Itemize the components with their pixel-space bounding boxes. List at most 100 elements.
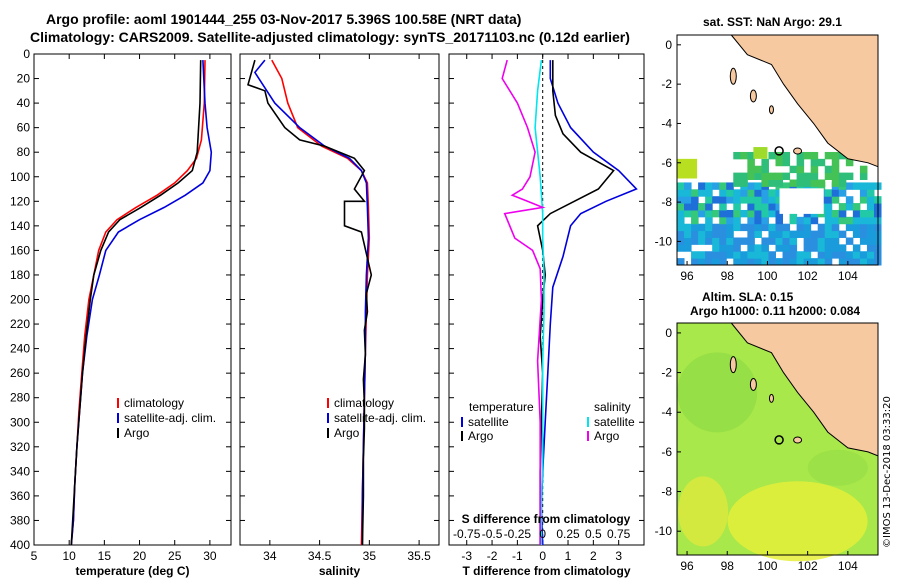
- sst-cell: [789, 230, 798, 238]
- series-line-temperature-satellite: [540, 60, 638, 546]
- sst-cell: [838, 209, 847, 218]
- sst-cell: [761, 209, 769, 218]
- sst-cell: [761, 237, 769, 245]
- sla-map-title-line2: Argo h1000: 0.11 h2000: 0.084: [690, 304, 861, 318]
- sst-cell: [810, 216, 819, 225]
- sst-cell: [754, 244, 762, 252]
- sst-cell: [782, 251, 791, 259]
- x-tick-label: 35.5: [407, 549, 431, 563]
- panel-frame-2: [239, 53, 440, 546]
- sst-cell: [726, 230, 734, 238]
- sst-cell: [747, 209, 755, 218]
- sst-cell: [789, 216, 798, 225]
- sst-cell: [684, 209, 692, 218]
- sst-cell: [859, 251, 868, 259]
- sst-cell: [838, 258, 847, 266]
- sst-cell: [712, 251, 720, 259]
- sst-cell: [691, 209, 699, 218]
- sst-cell: [719, 216, 727, 225]
- sst-cell: [810, 237, 819, 245]
- legend-label: Argo: [594, 429, 620, 443]
- sst-cell: [691, 196, 699, 204]
- sst-cell: [691, 189, 699, 197]
- sst-cell: [726, 237, 734, 245]
- legend-label: climatology: [334, 396, 394, 410]
- sst-cell: [845, 172, 854, 180]
- sst-cell: [866, 230, 875, 238]
- sst-cell: [859, 172, 868, 180]
- sst-cell: [831, 172, 840, 180]
- sst-cell: [768, 172, 776, 180]
- sst-cell: [845, 237, 854, 245]
- sst-cell: [698, 189, 706, 197]
- sst-cell: [866, 216, 875, 225]
- sst-cell: [705, 258, 713, 266]
- y-tick-label: 200: [10, 293, 30, 307]
- sst-cell: [719, 258, 727, 266]
- map-y-tick-label: -4: [661, 405, 672, 419]
- sst-cell: [796, 172, 805, 180]
- sst-cell: [740, 237, 748, 245]
- sst-cell: [719, 203, 727, 211]
- sst-cell: [866, 237, 875, 245]
- sst-cell: [691, 230, 699, 238]
- sst-cell: [747, 237, 755, 245]
- sst-cell: [761, 165, 769, 174]
- series-line-argo: [70, 60, 202, 546]
- sst-cell: [866, 223, 875, 232]
- sst-cell: [677, 182, 685, 190]
- sst-cell: [712, 209, 720, 218]
- sst-cell: [740, 251, 748, 259]
- sst-cell: [705, 189, 713, 197]
- sst-cell: [824, 172, 833, 180]
- sst-cell: [719, 251, 727, 259]
- sst-cell: [761, 196, 769, 204]
- sst-cell: [845, 182, 854, 190]
- sst-cell: [775, 223, 784, 232]
- sst-cell: [768, 258, 776, 266]
- salinity-difference-axis-label: S difference from climatology: [462, 512, 631, 526]
- x-axis-label: T difference from climatology: [462, 564, 630, 578]
- sst-cell: [684, 244, 692, 252]
- x-tick-label: 3: [615, 549, 622, 563]
- sst-cell: [691, 223, 699, 232]
- sst-cell: [810, 165, 819, 174]
- map-x-tick-label: 102: [798, 559, 818, 573]
- sst-cell: [747, 189, 755, 197]
- sst-cell: [831, 251, 840, 259]
- sla-map: [676, 322, 879, 562]
- series-line-salinity-satellite: [534, 60, 545, 545]
- sst-cell: [859, 237, 868, 245]
- panel-frame-1: [33, 53, 232, 546]
- sst-cell: [824, 151, 833, 160]
- sst-cell: [691, 251, 699, 259]
- sst-map-title: sat. SST: NaN Argo: 29.1: [703, 15, 842, 29]
- sst-cell: [838, 179, 847, 187]
- x-tick-label: 25: [168, 549, 182, 563]
- sst-cell: [754, 182, 762, 190]
- sst-cell: [831, 151, 840, 160]
- legend-label: climatology: [124, 396, 184, 410]
- map-y-tick-label: -8: [661, 195, 672, 209]
- sst-cell: [824, 189, 833, 197]
- x-tick-label: 30: [203, 549, 217, 563]
- sst-cell: [740, 209, 748, 218]
- sst-cell: [698, 203, 706, 211]
- sst-cell: [768, 209, 776, 218]
- sst-cell: [789, 258, 798, 266]
- sst-cell: [810, 258, 819, 266]
- sst-cell: [859, 196, 868, 204]
- sst-cell: [747, 223, 755, 232]
- sst-cell: [775, 209, 784, 218]
- x-tick-label: 15: [98, 549, 112, 563]
- salinity-difference-tick-label: -0.5: [482, 527, 503, 541]
- sst-cell: [775, 203, 784, 211]
- salinity-difference-tick-label: -0.75: [453, 527, 481, 541]
- sst-cell: [761, 179, 769, 187]
- sst-cell: [712, 223, 720, 232]
- y-tick-label: 220: [10, 317, 30, 331]
- map-y-tick-label: 0: [665, 326, 672, 340]
- sst-cell: [782, 237, 791, 245]
- legend-label: satellite: [594, 415, 635, 429]
